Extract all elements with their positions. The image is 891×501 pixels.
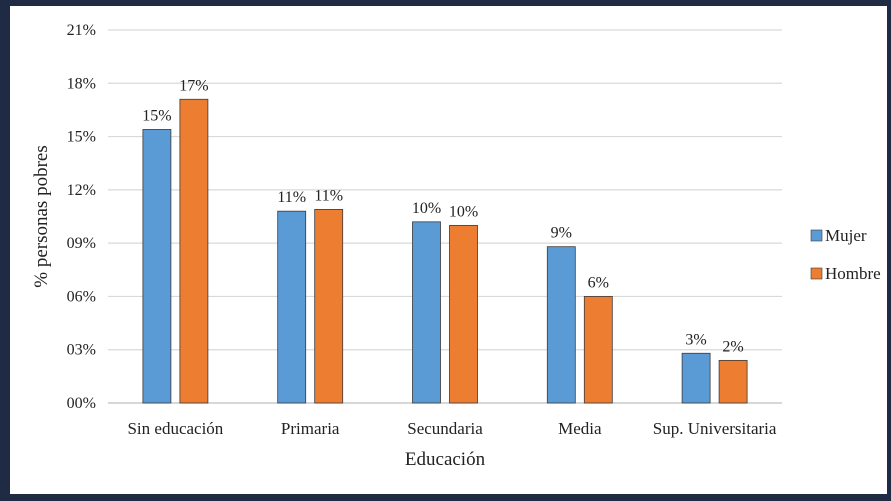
y-tick-label: 15% [67,129,96,146]
data-label: 11% [314,187,343,204]
x-axis-categories: Sin educación Primaria Secundaria Media Sup.… [127,419,776,438]
data-label: 6% [588,274,609,291]
data-label: 3% [685,331,706,348]
data-labels: 15% 17% 11% 11% 10% 10% 9% 6% 3% 2% [142,77,744,355]
bar-mujer [681,352,711,404]
x-category-label: Media [558,419,602,438]
y-tick-label: 21% [67,22,96,39]
y-tick-label: 06% [67,288,96,305]
legend-label: Hombre [825,264,881,283]
data-label: 17% [179,77,208,94]
y-axis-ticks: 00% 03% 06% 09% 12% 15% 18% 21% [67,22,96,412]
bar-mujer [277,210,307,404]
legend-swatch-hombre [810,267,823,280]
data-label: 9% [551,225,572,242]
data-label: 10% [449,203,478,220]
y-tick-label: 18% [67,75,96,92]
data-label: 11% [277,189,306,206]
data-label: 10% [412,200,441,217]
bar-hombre [718,359,748,404]
x-category-label: Secundaria [407,419,483,438]
bar-hombre [314,208,344,404]
y-tick-label: 09% [67,235,96,252]
x-category-label: Primaria [281,419,340,438]
y-tick-label: 00% [67,395,96,412]
x-category-label: Sin educación [127,419,223,438]
chart-panel: 00% 03% 06% 09% 12% 15% 18% 21% 15% 17% 11% 11% 10%… [10,6,887,494]
y-tick-label: 03% [67,342,96,359]
bar-hombre [583,296,613,404]
x-category-label: Sup. Universitaria [653,419,777,438]
bar-chart: 00% 03% 06% 09% 12% 15% 18% 21% 15% 17% 11% 11% 10%… [31,22,881,470]
bar-mujer [546,246,576,404]
bar-hombre [179,98,209,404]
legend: Mujer Hombre [810,226,881,283]
data-label: 2% [722,338,743,355]
legend-swatch-mujer [810,229,823,242]
y-tick-label: 12% [67,182,96,199]
legend-label: Mujer [825,226,867,245]
bar-mujer [412,221,441,404]
bars [142,98,748,404]
gridlines [108,29,782,404]
y-axis-title: % personas pobres [31,145,52,287]
x-axis-title: Educación [405,449,486,470]
bar-hombre [449,224,478,404]
data-label: 15% [142,107,171,124]
bar-mujer [142,129,172,404]
